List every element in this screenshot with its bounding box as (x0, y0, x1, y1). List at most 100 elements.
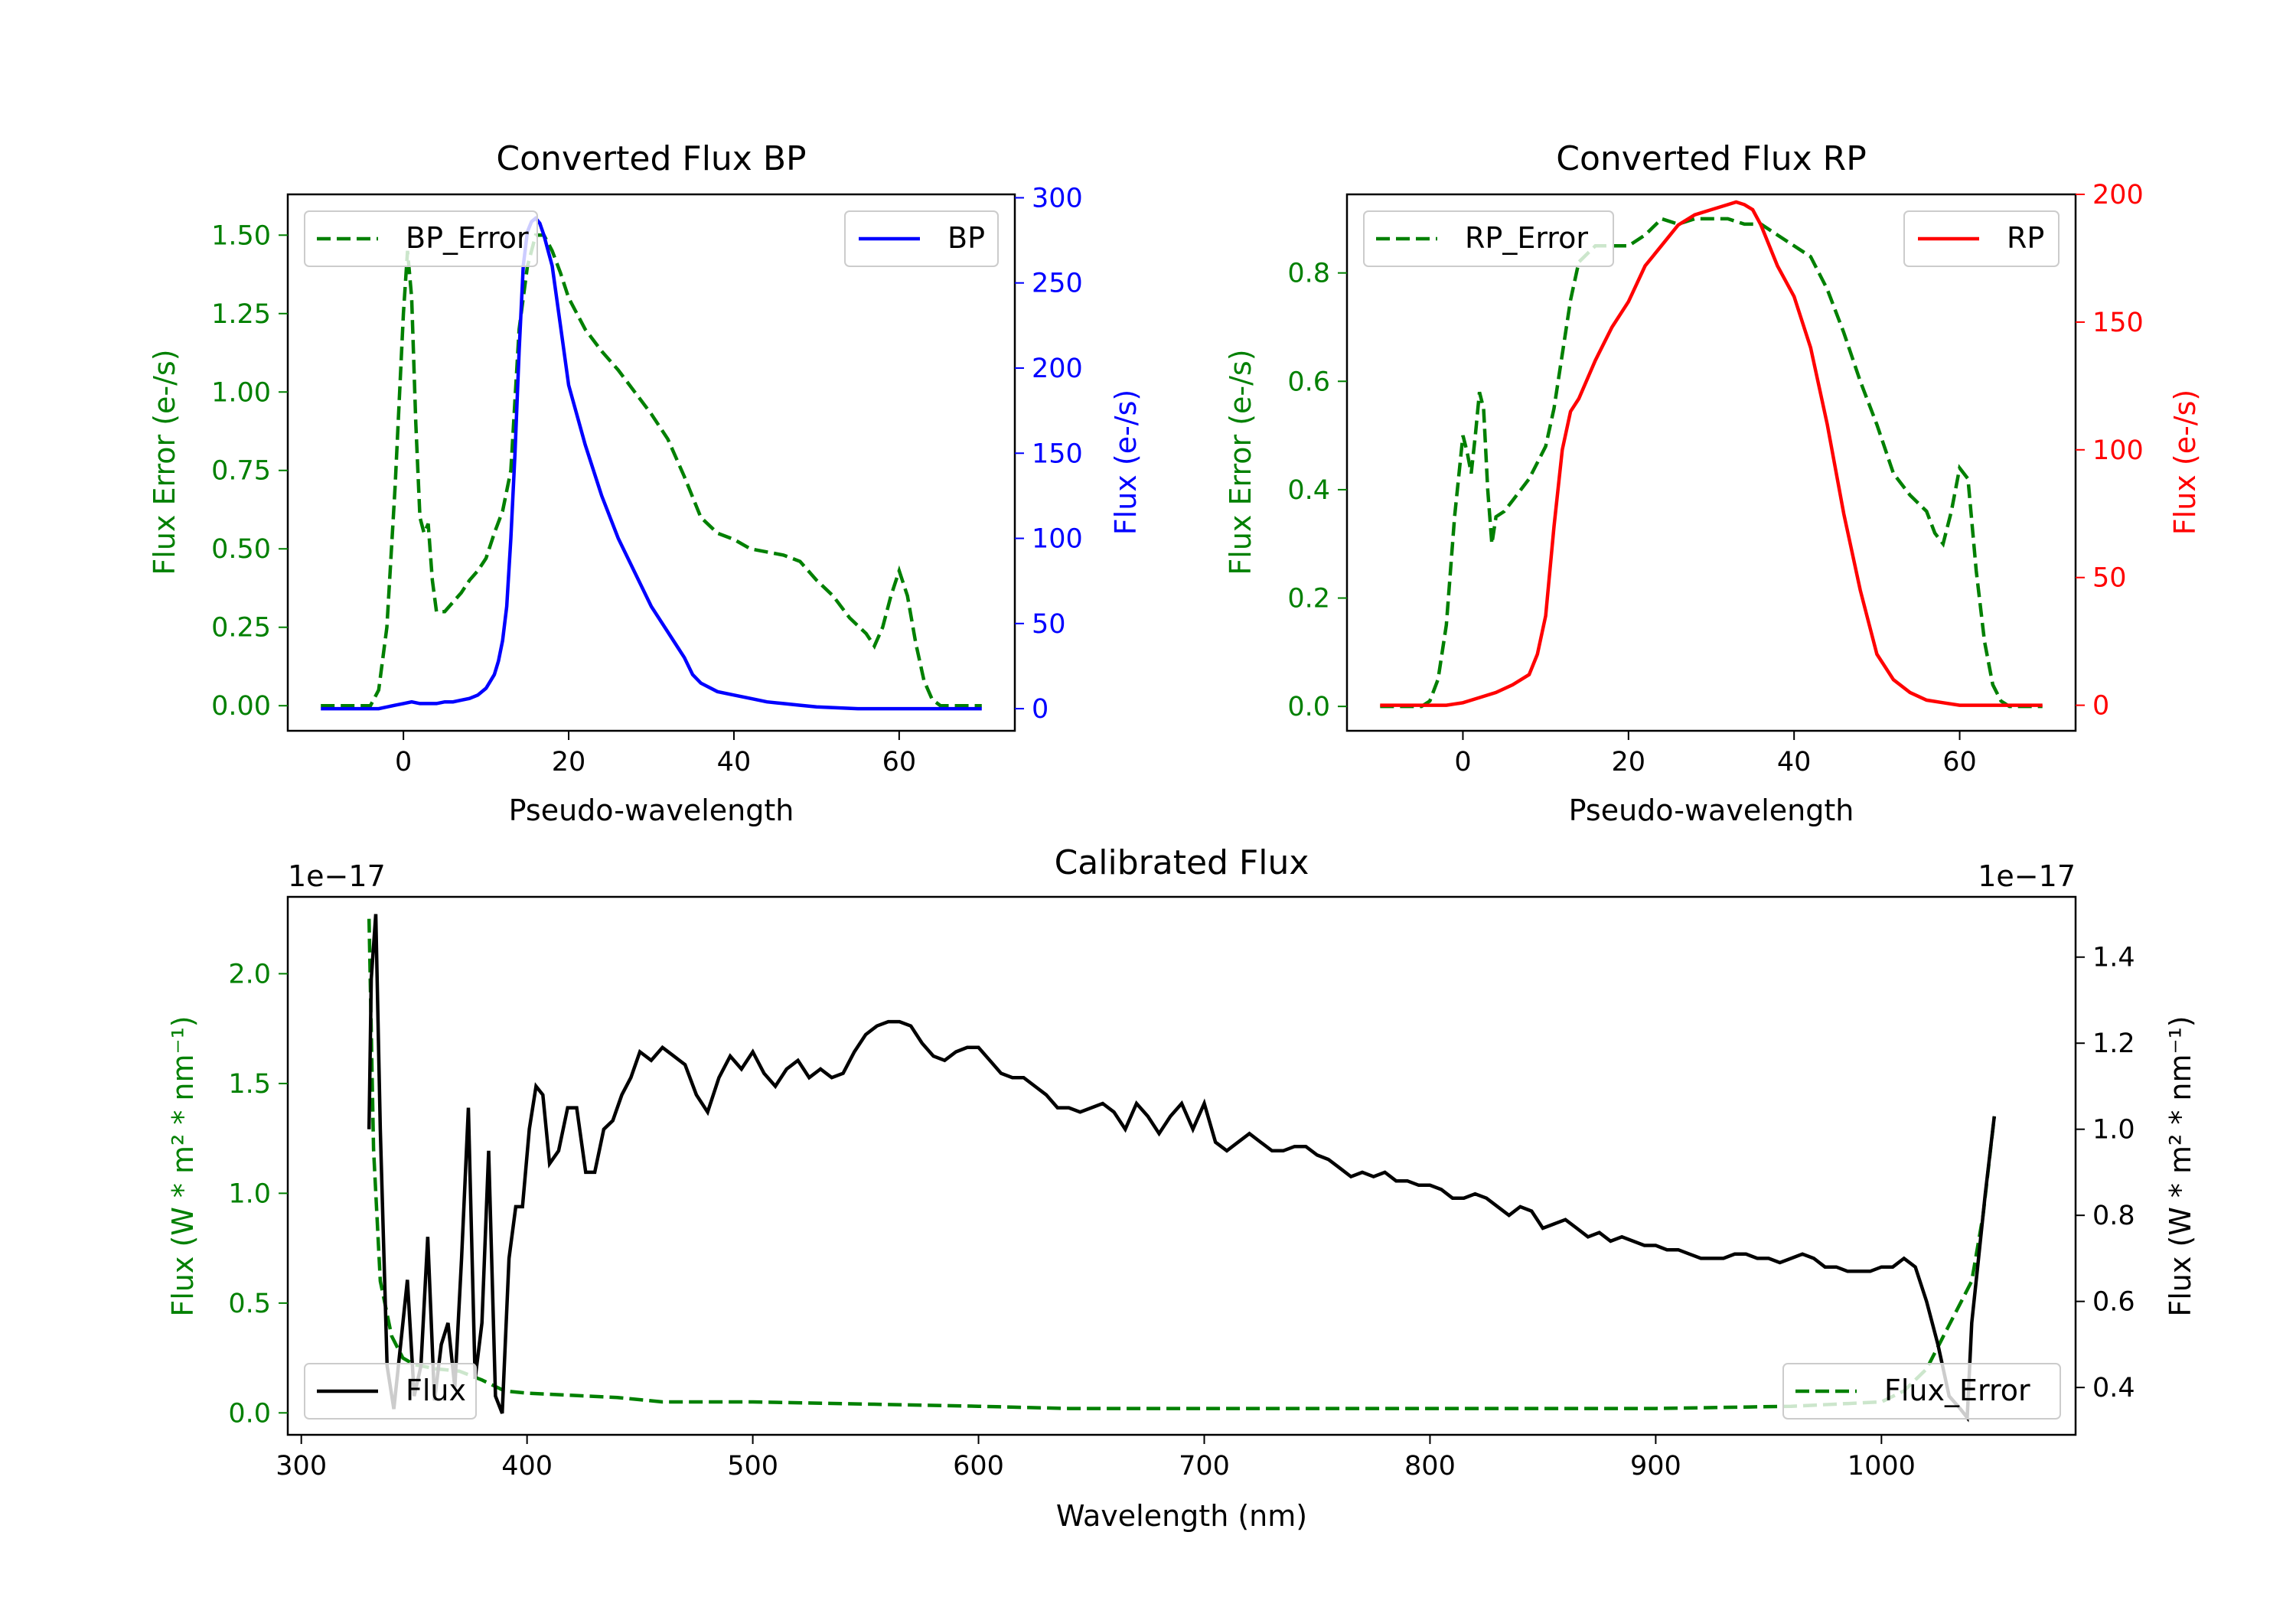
yr-tick-label: 1.2 (2092, 1028, 2135, 1059)
yr-tick-label: 0 (1032, 694, 1049, 725)
rp-yaxis-left: 0.0 0.2 0.4 0.6 0.8 (1287, 259, 1347, 722)
cal-xlabel: Wavelength (nm) (1056, 1499, 1307, 1533)
yl-tick-label: 0.25 (211, 613, 271, 644)
legend-box (1363, 210, 1614, 267)
yl-tick-label: 1.5 (228, 1069, 271, 1100)
x-tick-label: 20 (552, 747, 586, 777)
bp-axes-frame (286, 193, 1016, 732)
legend-box (844, 210, 999, 267)
x-tick-label: 700 (1179, 1451, 1230, 1482)
cal-legend-right: Flux_Error (1782, 1363, 2061, 1420)
yl-tick-label: 0.5 (228, 1289, 271, 1319)
rp-title: Converted Flux RP (1556, 139, 1867, 178)
cal-yaxis-left: 0.0 0.5 1.0 1.5 2.0 (228, 959, 288, 1429)
x-tick-label: 500 (727, 1451, 778, 1482)
x-tick-label: 1000 (1848, 1451, 1916, 1482)
cal-offset-right: 1e−17 (1978, 859, 2076, 893)
bp-yaxis-left: 0.00 0.25 0.50 0.75 1.00 1.25 1.50 (211, 220, 288, 722)
x-tick-label: 0 (395, 747, 412, 777)
yr-tick-label: 0 (2092, 691, 2109, 722)
rp-panel: Converted Flux RP 0 20 40 60 0.0 0.2 0.4… (1224, 139, 2202, 827)
yl-tick-label: 0.75 (211, 456, 271, 487)
x-tick-label: 800 (1404, 1451, 1456, 1482)
legend-label: RP (2007, 221, 2044, 255)
cal-panel: Calibrated Flux 1e−17 1e−17 300 400 500 … (166, 843, 2197, 1533)
yr-tick-label: 1.4 (2092, 943, 2135, 973)
x-tick-label: 900 (1630, 1451, 1681, 1482)
yr-tick-label: 250 (1032, 269, 1083, 299)
bp-yaxis-right: 0 50 100 150 200 250 300 (1015, 183, 1083, 725)
yr-tick-label: 200 (1032, 354, 1083, 384)
yr-tick-label: 0.6 (2092, 1287, 2135, 1318)
bp-legend-right: BP (844, 210, 999, 267)
cal-flux-line (367, 914, 1997, 1423)
yl-tick-label: 0.00 (211, 691, 271, 722)
cal-ylabel-left: Flux (W * m² * nm⁻¹) (166, 1015, 200, 1316)
yr-tick-label: 1.0 (2092, 1115, 2135, 1146)
bp-error-line (321, 233, 982, 708)
x-tick-label: 40 (1777, 747, 1812, 777)
yl-tick-label: 0.0 (1287, 692, 1330, 722)
yl-tick-label: 0.8 (1287, 259, 1330, 289)
yr-tick-label: 150 (2092, 308, 2144, 338)
yl-tick-label: 1.25 (211, 299, 271, 330)
cal-legend-left: Flux (304, 1363, 477, 1420)
yr-tick-label: 100 (1032, 524, 1083, 555)
legend-label: BP (947, 221, 985, 255)
bp-xlabel: Pseudo-wavelength (509, 794, 794, 827)
rp-legend-left: RP_Error (1363, 210, 1614, 267)
x-tick-label: 600 (953, 1451, 1004, 1482)
yr-tick-label: 0.4 (2092, 1373, 2135, 1403)
legend-label: RP_Error (1465, 221, 1588, 255)
legend-box (304, 1363, 477, 1420)
cal-error-line (367, 918, 1997, 1410)
yl-tick-label: 0.0 (228, 1398, 271, 1429)
cal-plot-area (367, 914, 1997, 1423)
yl-tick-label: 0.50 (211, 534, 271, 565)
bp-title: Converted Flux BP (496, 139, 806, 178)
x-tick-label: 60 (1942, 747, 1977, 777)
legend-box (1782, 1363, 2061, 1420)
rp-ylabel-left: Flux Error (e-/s) (1224, 349, 1257, 575)
yl-tick-label: 1.50 (211, 220, 271, 251)
cal-xaxis: 300 400 500 600 700 800 900 1000 (276, 1435, 1916, 1482)
x-tick-label: 300 (276, 1451, 327, 1482)
yr-tick-label: 200 (2092, 180, 2144, 210)
bp-ylabel-right: Flux (e-/s) (1109, 390, 1143, 535)
rp-flux-line (1380, 200, 2043, 707)
yr-tick-label: 150 (1032, 438, 1083, 469)
rp-legend-right: RP (1903, 210, 2060, 267)
yl-tick-label: 1.00 (211, 377, 271, 408)
yl-tick-label: 0.6 (1287, 367, 1330, 397)
cal-offset-left: 1e−17 (288, 859, 386, 893)
bp-ylabel-left: Flux Error (e-/s) (148, 349, 181, 575)
legend-label: Flux_Error (1884, 1374, 2030, 1407)
x-tick-label: 20 (1612, 747, 1646, 777)
yr-tick-label: 50 (1032, 609, 1066, 640)
x-tick-label: 40 (717, 747, 752, 777)
legend-box (304, 210, 538, 267)
bp-legend-left: BP_Error (304, 210, 538, 267)
yr-tick-label: 100 (2092, 435, 2144, 466)
yr-tick-label: 50 (2092, 563, 2127, 594)
legend-label: BP_Error (406, 221, 529, 255)
yl-tick-label: 0.2 (1287, 584, 1330, 614)
rp-yaxis-right: 0 50 100 150 200 (2076, 180, 2144, 722)
x-tick-label: 0 (1454, 747, 1471, 777)
x-tick-label: 400 (501, 1451, 553, 1482)
x-tick-label: 60 (882, 747, 917, 777)
legend-box (1903, 210, 2060, 267)
rp-xaxis: 0 20 40 60 (1454, 731, 1977, 777)
legend-label: Flux (406, 1374, 466, 1407)
rp-xlabel: Pseudo-wavelength (1569, 794, 1854, 827)
yl-tick-label: 1.0 (228, 1178, 271, 1209)
rp-plot-area (1380, 200, 2043, 709)
cal-yaxis-right: 0.4 0.6 0.8 1.0 1.2 1.4 (2076, 943, 2135, 1403)
bp-panel: Converted Flux BP 0 20 40 60 0.00 0.25 (148, 139, 1143, 827)
yl-tick-label: 2.0 (228, 959, 271, 989)
bp-xaxis: 0 20 40 60 (395, 731, 916, 777)
cal-title: Calibrated Flux (1055, 843, 1309, 882)
cal-ylabel-right: Flux (W * m² * nm⁻¹) (2164, 1015, 2197, 1316)
yr-tick-label: 0.8 (2092, 1201, 2135, 1231)
